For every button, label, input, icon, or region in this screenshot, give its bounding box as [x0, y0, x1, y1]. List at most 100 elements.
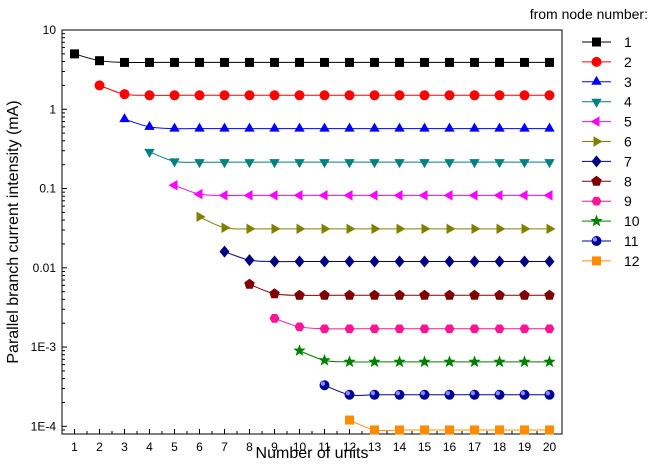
data-point — [369, 122, 380, 132]
series-4 — [144, 148, 555, 169]
data-point — [218, 190, 228, 201]
data-point — [519, 159, 530, 169]
x-tick-label: 2 — [96, 440, 103, 454]
y-tick-label: 10 — [43, 23, 57, 37]
legend-label: 5 — [624, 114, 632, 130]
data-point — [369, 255, 380, 268]
data-point — [344, 389, 355, 400]
data-point — [519, 90, 530, 101]
data-point — [520, 425, 529, 435]
data-point — [545, 425, 554, 435]
data-point — [319, 324, 330, 334]
data-point — [269, 255, 280, 268]
data-point — [70, 49, 79, 59]
data-point — [343, 190, 353, 201]
data-point — [495, 425, 504, 435]
data-point — [493, 190, 503, 201]
data-point — [119, 113, 130, 123]
legend-marker — [591, 236, 602, 246]
data-point — [544, 255, 555, 268]
data-point — [169, 90, 180, 101]
data-point — [468, 355, 481, 368]
data-point — [493, 355, 506, 368]
data-point — [494, 324, 505, 334]
data-point — [319, 90, 330, 101]
data-point — [519, 122, 530, 132]
data-point — [371, 223, 381, 235]
data-point — [469, 122, 480, 132]
legend-label: 6 — [624, 134, 632, 150]
series-line — [324, 384, 550, 396]
data-point — [343, 355, 356, 368]
data-point — [393, 355, 406, 368]
legend-marker — [591, 75, 602, 85]
y-axis: 1E-4 1E-3 0.01 0.1 1 10 — [31, 23, 67, 435]
data-point — [419, 289, 430, 300]
data-point — [395, 57, 404, 67]
data-point — [494, 90, 505, 101]
x-tick-label: 9 — [271, 440, 278, 454]
data-point — [369, 159, 380, 169]
legend-item: 8 — [582, 173, 632, 189]
data-point — [421, 223, 431, 235]
y-axis-title: Parallel branch current intensity (mA) — [5, 100, 22, 363]
data-point — [294, 322, 305, 332]
x-tick-label: 11 — [318, 440, 331, 454]
legend-item: 7 — [582, 153, 632, 169]
data-point — [219, 159, 230, 169]
data-point — [469, 289, 480, 300]
data-point — [221, 222, 231, 233]
data-point — [445, 57, 454, 67]
data-point — [344, 324, 355, 334]
legend-label: 10 — [624, 213, 640, 229]
series-2 — [94, 80, 555, 101]
legend-item: 12 — [582, 253, 640, 269]
data-point — [521, 223, 531, 235]
data-point — [294, 90, 305, 101]
x-tick-label: 13 — [368, 440, 382, 454]
data-point — [169, 122, 180, 132]
data-point — [396, 223, 406, 235]
y-tick-label: 1E-3 — [31, 340, 57, 354]
data-point — [444, 90, 455, 101]
data-point — [419, 389, 430, 400]
data-point — [194, 159, 205, 169]
data-point — [495, 57, 504, 67]
legend-label: 2 — [624, 54, 632, 70]
data-point — [394, 389, 405, 400]
data-point — [444, 255, 455, 268]
data-point — [470, 57, 479, 67]
data-point — [168, 180, 178, 191]
legend-item: 1 — [582, 34, 632, 50]
data-point — [419, 324, 430, 334]
data-point — [543, 190, 553, 201]
legend-item: 5 — [582, 114, 632, 130]
y-tick-label: 0.1 — [39, 182, 56, 196]
legend-marker — [591, 175, 602, 186]
data-point — [245, 57, 254, 67]
data-point — [269, 159, 280, 169]
y-tick-label: 1E-4 — [31, 419, 57, 433]
data-point — [144, 148, 155, 158]
y-tick-label: 1 — [49, 102, 56, 116]
data-point — [95, 56, 104, 66]
data-point — [193, 188, 203, 200]
data-point — [119, 89, 130, 100]
legend-label: 3 — [624, 74, 632, 90]
x-tick-label: 19 — [518, 440, 532, 454]
data-point — [344, 159, 355, 169]
data-point — [519, 389, 530, 400]
legend-item: 11 — [582, 233, 639, 249]
data-point — [295, 57, 304, 67]
data-point — [270, 57, 279, 67]
series-9 — [269, 314, 555, 334]
data-point — [519, 289, 530, 300]
data-point — [293, 190, 303, 201]
data-point — [469, 389, 480, 400]
data-point — [419, 159, 430, 169]
data-point — [194, 90, 205, 101]
data-point — [520, 57, 529, 67]
series-6 — [196, 211, 556, 235]
